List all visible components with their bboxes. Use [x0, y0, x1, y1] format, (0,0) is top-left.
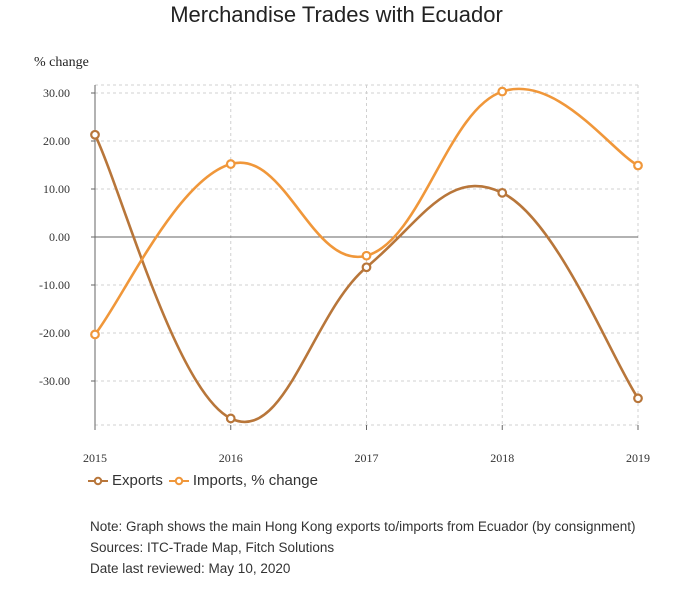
- series-line-exports: [93, 134, 640, 423]
- legend-exports-label: Exports: [112, 472, 163, 489]
- data-point-imports-change: [361, 250, 372, 261]
- legend-imports-label: Imports, % change: [192, 472, 318, 489]
- legend-item-exports[interactable]: Exports: [88, 472, 163, 489]
- note-text: Note: Graph shows the main Hong Kong exp…: [90, 519, 636, 534]
- data-point-imports-change: [90, 329, 100, 340]
- y-tick-label: 10.00: [43, 182, 70, 196]
- series-points: [90, 86, 643, 424]
- y-tick-label: -20.00: [39, 326, 70, 340]
- y-tick-label: 30.00: [43, 86, 70, 100]
- y-axis-ticks: 30.00 20.00 10.00 0.00 -10.00 -20.00 -30.00: [39, 85, 96, 425]
- legend-item-imports[interactable]: Imports, % change: [168, 472, 318, 489]
- y-tick-label: -10.00: [39, 278, 70, 292]
- x-tick-label: 2016: [219, 451, 243, 465]
- x-tick-label: 2018: [490, 451, 514, 465]
- date-reviewed-text: Date last reviewed: May 10, 2020: [90, 561, 291, 576]
- x-tick-label: 2015: [83, 451, 107, 465]
- data-point-exports: [633, 393, 643, 404]
- legend-imports-marker-icon: [168, 476, 189, 485]
- y-tick-label: 20.00: [43, 134, 70, 148]
- data-point-imports-change: [633, 160, 643, 171]
- data-point-exports: [90, 129, 100, 140]
- legend: Exports Imports, % change: [88, 472, 324, 489]
- data-point-exports: [361, 262, 372, 273]
- data-point-imports-change: [225, 159, 236, 169]
- sources-text: Sources: ITC-Trade Map, Fitch Solutions: [90, 540, 335, 555]
- data-point-imports-change: [497, 86, 508, 97]
- chart-notes: Note: Graph shows the main Hong Kong exp…: [90, 516, 636, 579]
- y-axis-label: % change: [34, 55, 89, 70]
- y-tick-label: -30.00: [39, 374, 70, 388]
- x-tick-label: 2017: [355, 451, 379, 465]
- data-point-exports: [497, 187, 508, 198]
- legend-exports-marker-icon: [88, 476, 108, 485]
- y-tick-label: 0.00: [49, 230, 70, 244]
- x-axis-ticks: 2015 2016 2017 2018 2019: [83, 425, 650, 465]
- data-point-exports: [225, 413, 236, 424]
- x-tick-label: 2019: [626, 451, 650, 465]
- line-chart: 30.00 20.00 10.00 0.00 -10.00 -20.00 -30.00 20…: [39, 84, 650, 465]
- chart-title: Merchandise Trades with Ecuador: [170, 2, 503, 27]
